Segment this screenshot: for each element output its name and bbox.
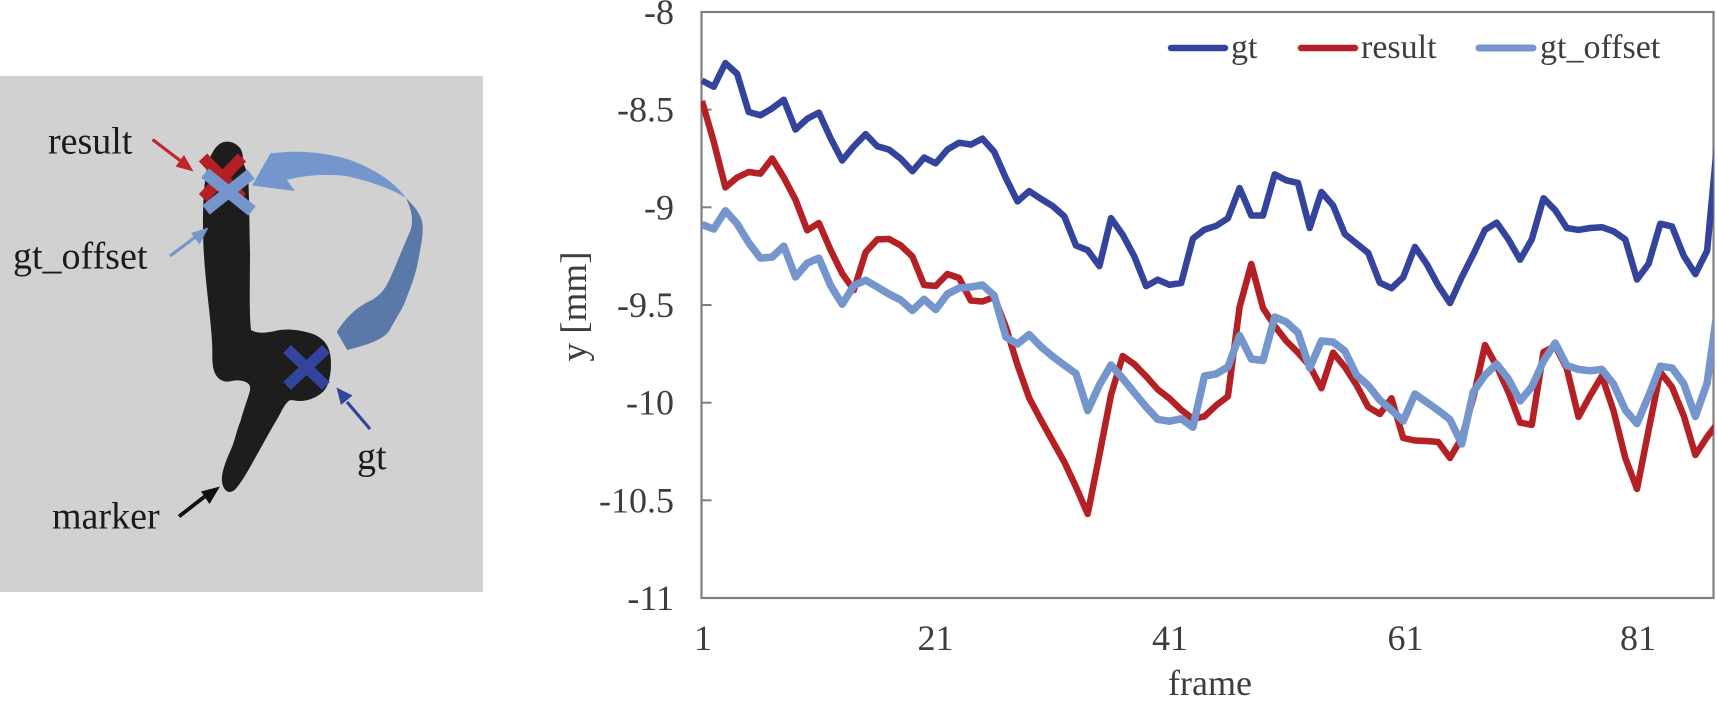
svg-text:gt_offset: gt_offset	[1540, 29, 1661, 66]
svg-text:gt: gt	[1231, 29, 1258, 66]
svg-text:y [mm]: y [mm]	[554, 252, 595, 362]
svg-text:21: 21	[918, 618, 954, 658]
svg-text:-9: -9	[644, 187, 674, 227]
svg-text:gt: gt	[357, 436, 387, 478]
svg-text:1: 1	[694, 618, 712, 658]
svg-text:gt_offset: gt_offset	[13, 236, 148, 278]
svg-text:-8: -8	[644, 0, 674, 32]
svg-text:frame: frame	[1168, 663, 1252, 701]
svg-text:41: 41	[1152, 618, 1188, 658]
svg-text:-8.5: -8.5	[617, 90, 674, 130]
svg-text:marker: marker	[52, 496, 160, 538]
svg-text:result: result	[1361, 29, 1437, 66]
svg-text:-10: -10	[626, 383, 674, 423]
svg-text:-10.5: -10.5	[599, 480, 674, 520]
svg-text:-11: -11	[627, 578, 674, 618]
svg-text:-9.5: -9.5	[617, 285, 674, 325]
svg-text:result: result	[48, 121, 133, 163]
svg-text:61: 61	[1388, 618, 1424, 658]
svg-text:81: 81	[1620, 618, 1656, 658]
